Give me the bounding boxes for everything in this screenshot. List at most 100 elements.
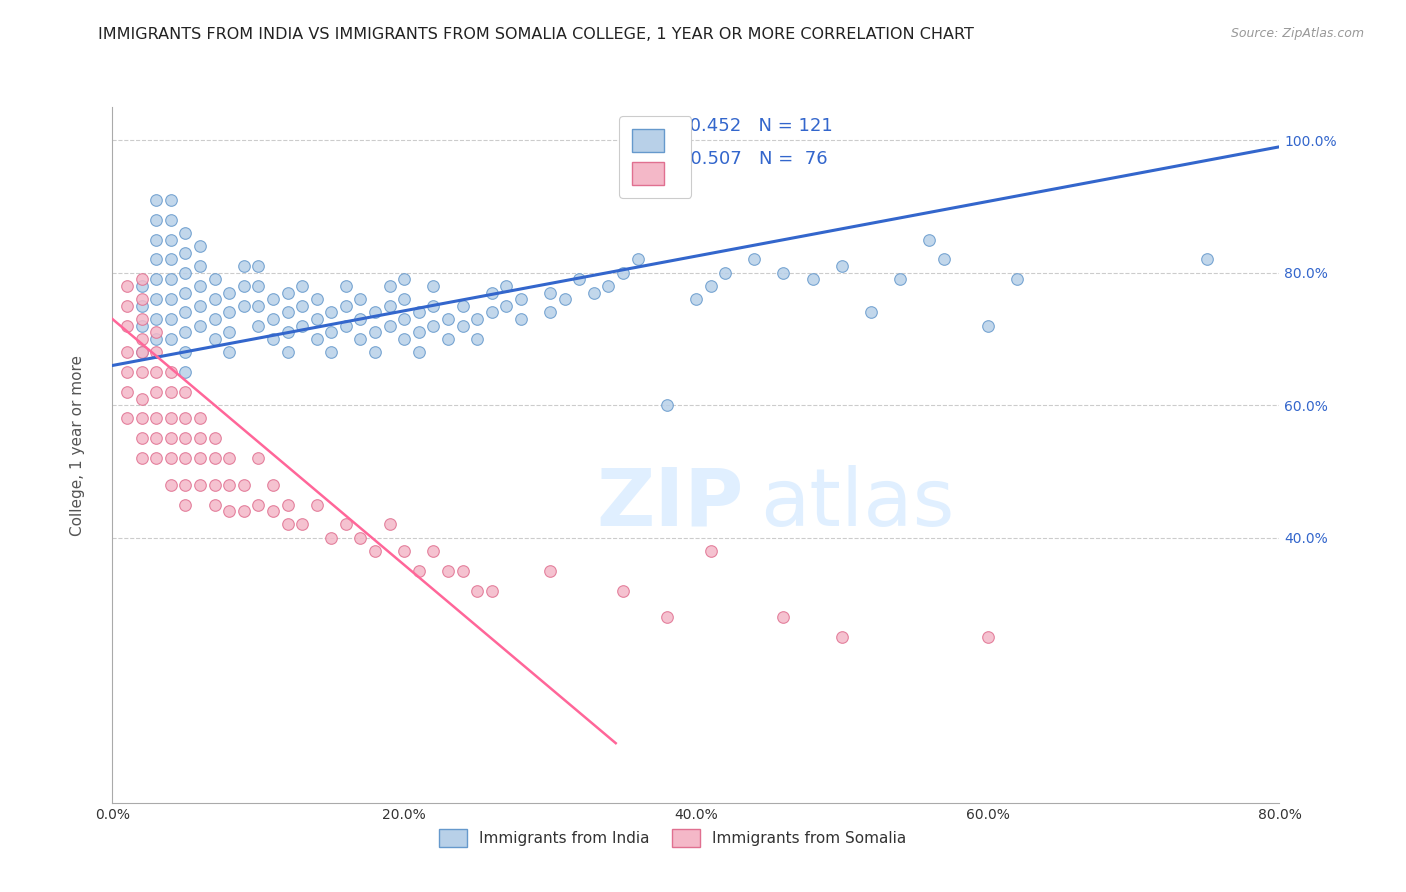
Point	[321, 345, 343, 359]
Point	[204, 477, 226, 491]
Point	[378, 517, 401, 532]
Point	[145, 292, 167, 306]
Point	[160, 252, 183, 267]
Point	[291, 299, 314, 313]
Point	[232, 477, 254, 491]
Point	[160, 384, 183, 399]
Point	[976, 630, 998, 644]
Point	[437, 332, 460, 346]
Legend: Immigrants from India, Immigrants from Somalia: Immigrants from India, Immigrants from S…	[432, 822, 914, 855]
Point	[174, 266, 197, 280]
Point	[422, 279, 444, 293]
Point	[422, 318, 444, 333]
Point	[262, 504, 284, 518]
Point	[247, 498, 270, 512]
Point	[276, 305, 298, 319]
Point	[145, 451, 167, 466]
Point	[538, 564, 561, 578]
Point	[276, 285, 298, 300]
Point	[422, 544, 444, 558]
Point	[612, 266, 634, 280]
Point	[218, 285, 240, 300]
Point	[481, 285, 503, 300]
Point	[174, 384, 197, 399]
Point	[131, 451, 153, 466]
Point	[131, 292, 153, 306]
Point	[232, 504, 254, 518]
Point	[115, 345, 138, 359]
Point	[509, 292, 531, 306]
Point	[188, 411, 211, 425]
Point	[160, 233, 183, 247]
Point	[394, 292, 416, 306]
Point	[291, 318, 314, 333]
Point	[655, 398, 678, 412]
Point	[145, 431, 167, 445]
Text: ZIP: ZIP	[596, 465, 744, 542]
Point	[188, 318, 211, 333]
Point	[262, 292, 284, 306]
Point	[145, 312, 167, 326]
Point	[174, 285, 197, 300]
Point	[422, 299, 444, 313]
Point	[145, 365, 167, 379]
Point	[160, 411, 183, 425]
Point	[495, 299, 517, 313]
Point	[538, 305, 561, 319]
Point	[115, 279, 138, 293]
Point	[364, 326, 387, 340]
Point	[465, 583, 488, 598]
Point	[276, 345, 298, 359]
Point	[772, 610, 794, 624]
Point	[276, 498, 298, 512]
Point	[174, 477, 197, 491]
Point	[481, 583, 503, 598]
Point	[160, 332, 183, 346]
Point	[160, 272, 183, 286]
Point	[131, 365, 153, 379]
Point	[378, 299, 401, 313]
Point	[685, 292, 707, 306]
Point	[262, 477, 284, 491]
Point	[131, 431, 153, 445]
Point	[247, 279, 270, 293]
Point	[831, 630, 853, 644]
Point	[232, 299, 254, 313]
Point	[437, 564, 460, 578]
Point	[321, 531, 343, 545]
Point	[174, 411, 197, 425]
Point	[699, 279, 721, 293]
Point	[145, 332, 167, 346]
Point	[364, 544, 387, 558]
Point	[612, 583, 634, 598]
Text: atlas: atlas	[761, 465, 955, 542]
Point	[131, 392, 153, 406]
Point	[932, 252, 955, 267]
Point	[305, 292, 328, 306]
Point	[232, 259, 254, 273]
Point	[145, 193, 167, 207]
Point	[247, 299, 270, 313]
Point	[131, 345, 153, 359]
Point	[174, 305, 197, 319]
Point	[115, 384, 138, 399]
Point	[247, 259, 270, 273]
Point	[568, 272, 591, 286]
Point	[291, 517, 314, 532]
Point	[160, 451, 183, 466]
Point	[582, 285, 605, 300]
Point	[160, 292, 183, 306]
Point	[262, 312, 284, 326]
Point	[699, 544, 721, 558]
Point	[394, 272, 416, 286]
Point	[145, 233, 167, 247]
Text: Source: ZipAtlas.com: Source: ZipAtlas.com	[1230, 27, 1364, 40]
Point	[451, 564, 474, 578]
Point	[174, 451, 197, 466]
Point	[188, 279, 211, 293]
Point	[335, 517, 357, 532]
Point	[160, 365, 183, 379]
Point	[145, 272, 167, 286]
Point	[204, 312, 226, 326]
Point	[131, 318, 153, 333]
